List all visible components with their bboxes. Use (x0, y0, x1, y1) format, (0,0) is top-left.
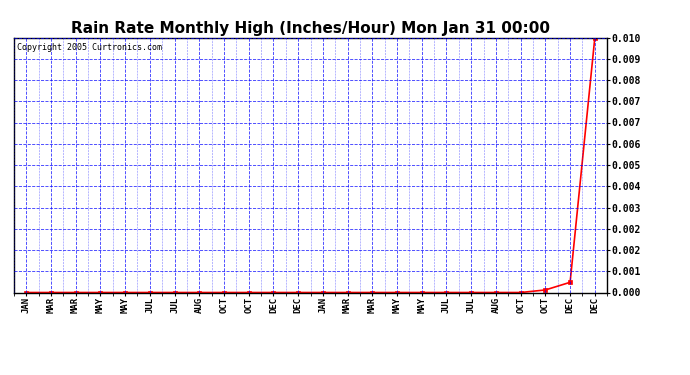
Text: Copyright 2005 Curtronics.com: Copyright 2005 Curtronics.com (17, 43, 161, 52)
Title: Rain Rate Monthly High (Inches/Hour) Mon Jan 31 00:00: Rain Rate Monthly High (Inches/Hour) Mon… (71, 21, 550, 36)
